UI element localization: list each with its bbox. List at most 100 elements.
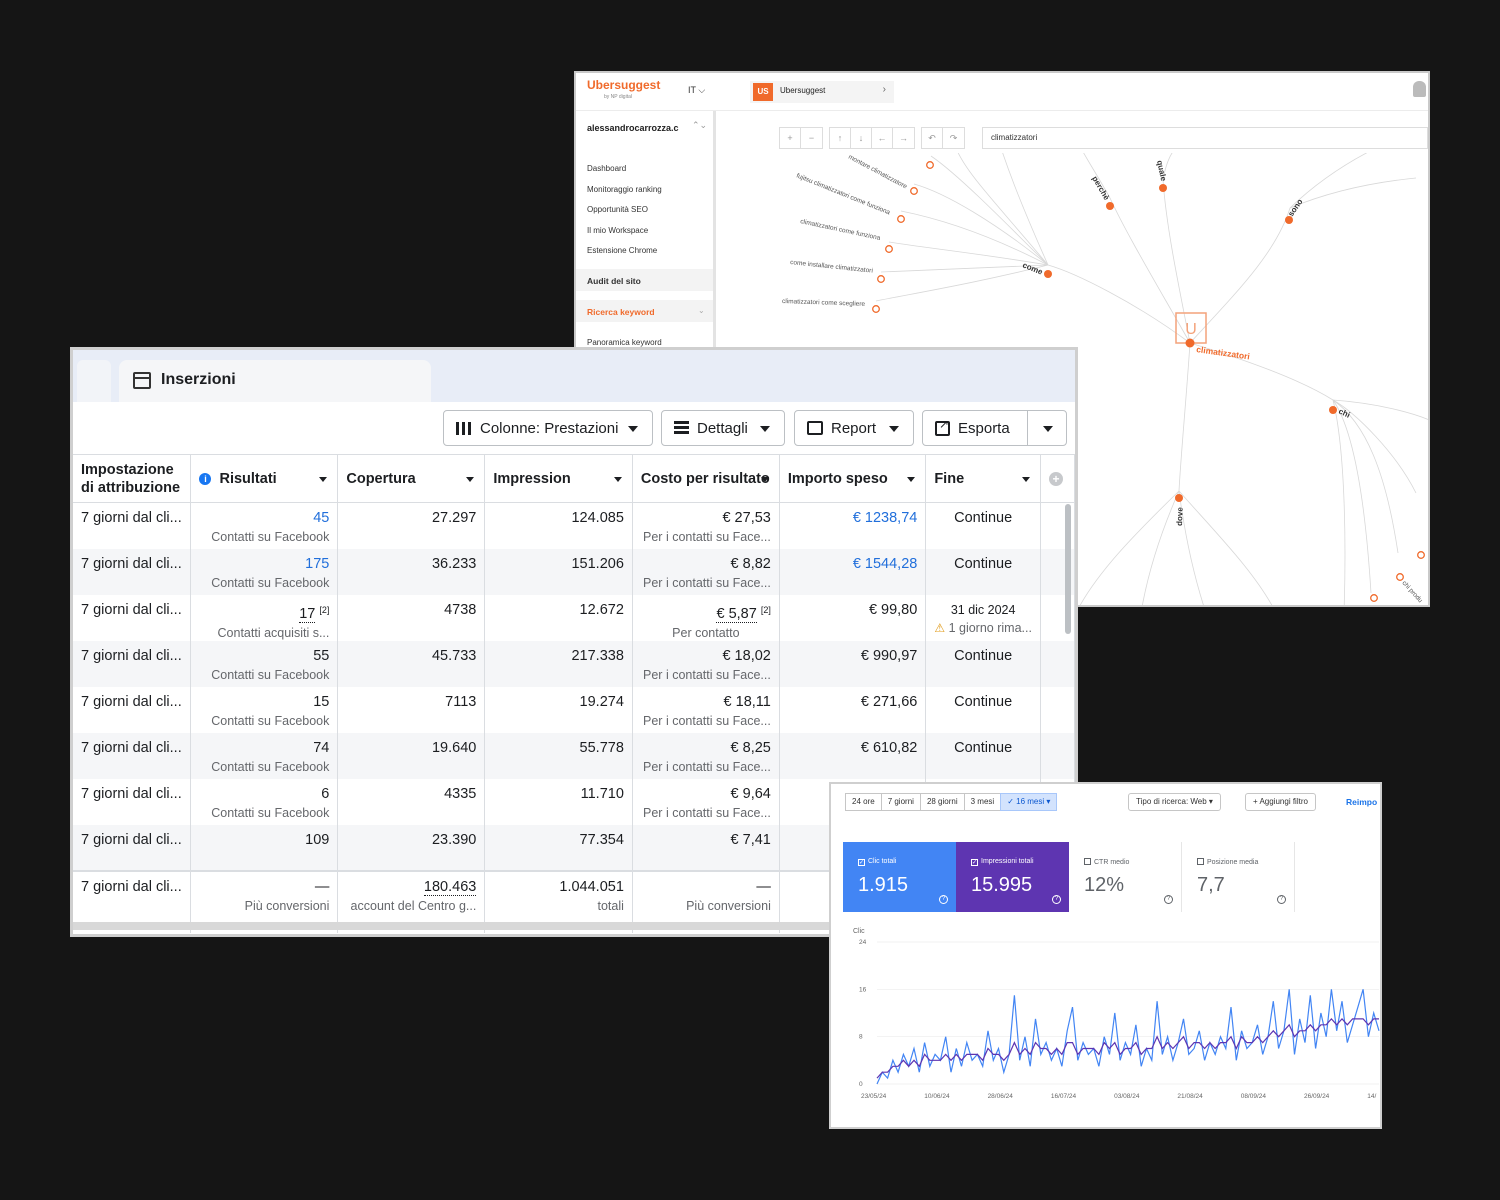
leaf-node[interactable]: [1396, 573, 1404, 581]
nav-audit-sito[interactable]: Audit del sito: [587, 276, 641, 286]
pan-down-button[interactable]: ↓: [851, 128, 872, 148]
bell-icon[interactable]: [1413, 81, 1426, 97]
zoom-out-button[interactable]: −: [808, 133, 815, 143]
table-row[interactable]: 7 giorni dal cli... 17 [2] Contatti acqui…: [73, 594, 1075, 642]
leaf-node[interactable]: [897, 215, 905, 223]
help-icon[interactable]: ?: [939, 895, 948, 904]
metric-card-position[interactable]: Posizione media 7,7 ?: [1182, 842, 1295, 912]
nav-estensione-chrome[interactable]: Estensione Chrome: [587, 246, 658, 255]
vertical-scrollbar[interactable]: [1065, 504, 1071, 634]
search-type-filter[interactable]: Tipo di ricerca: Web ▾: [1128, 793, 1221, 811]
nav-panoramica-keyword[interactable]: Panoramica keyword: [587, 338, 662, 347]
table-row[interactable]: 7 giorni dal cli... 15 Contatti su Facebo…: [73, 687, 1075, 734]
export-button[interactable]: Esporta: [922, 410, 1028, 446]
reset-filters-link[interactable]: Reimpo: [1346, 797, 1378, 807]
tab-inserzioni[interactable]: Inserzioni: [119, 360, 431, 402]
cell-risultati[interactable]: 45: [313, 510, 330, 526]
leaf-node[interactable]: [1417, 551, 1425, 559]
caret-down-icon[interactable]: [760, 477, 769, 482]
range-24h[interactable]: 24 ore: [845, 793, 882, 811]
caret-down-icon[interactable]: [613, 477, 622, 482]
nav-workspace[interactable]: Il mio Workspace: [587, 226, 649, 235]
cell-importo[interactable]: € 1544,28: [852, 555, 918, 572]
leaf-node[interactable]: [872, 305, 880, 313]
checkbox-icon[interactable]: [1197, 858, 1204, 865]
language-selector[interactable]: IT ⌵: [688, 85, 706, 95]
table-row[interactable]: 7 giorni dal cli... 175 Contatti su Faceb…: [73, 548, 1075, 595]
range-7d[interactable]: 7 giorni: [880, 793, 921, 811]
header-risultati[interactable]: i Risultati: [190, 454, 339, 503]
caret-down-icon[interactable]: [466, 477, 475, 482]
cell-costo[interactable]: € 5,87: [716, 606, 757, 624]
checkbox-icon[interactable]: ✓: [858, 859, 865, 866]
range-16m[interactable]: ✓ 16 mesi ▾: [1000, 793, 1058, 811]
leaf-node[interactable]: [877, 275, 885, 283]
add-column-icon[interactable]: +: [1048, 471, 1063, 486]
caret-down-icon[interactable]: [907, 477, 916, 482]
nav-monitoraggio-ranking[interactable]: Monitoraggio ranking: [587, 185, 662, 194]
cell-risultati[interactable]: 175: [305, 555, 330, 572]
table-row[interactable]: 7 giorni dal cli... 74 Contatti su Facebo…: [73, 733, 1075, 780]
branch-node-perche[interactable]: [1106, 202, 1114, 210]
nav-dashboard[interactable]: Dashboard: [587, 164, 627, 173]
project-selector[interactable]: US Ubersuggest ›: [750, 81, 894, 103]
header-costo-risultato[interactable]: Costo per risultato: [632, 454, 780, 503]
caret-down-icon[interactable]: [1021, 477, 1030, 482]
nav-ricerca-keyword[interactable]: Ricerca keyword: [587, 307, 655, 317]
header-importo-speso[interactable]: Importo speso: [779, 454, 927, 503]
chevron-down-icon[interactable]: ⌄: [698, 306, 705, 315]
table-row[interactable]: 7 giorni dal cli... 45 Contatti su Facebo…: [73, 502, 1075, 549]
details-button[interactable]: Dettagli: [661, 410, 785, 446]
leaf-node[interactable]: [910, 187, 918, 195]
branch-node-chi[interactable]: [1329, 406, 1337, 414]
export-dropdown-button[interactable]: [1027, 410, 1067, 446]
nav-opportunita-seo[interactable]: Opportunità SEO: [587, 205, 648, 214]
columns-button[interactable]: Colonne: Prestazioni: [443, 410, 653, 446]
report-button[interactable]: Report: [794, 410, 914, 446]
leaf-node[interactable]: [926, 161, 934, 169]
chevron-updown-icon[interactable]: ⌃⌄: [692, 120, 708, 130]
branch-node-come[interactable]: [1044, 270, 1052, 278]
range-3m[interactable]: 3 mesi: [963, 793, 1002, 811]
pan-left-button[interactable]: ←: [872, 128, 893, 148]
info-icon[interactable]: i: [199, 472, 212, 485]
account-name[interactable]: alessandrocarrozza.c: [587, 123, 679, 133]
help-icon[interactable]: ?: [1052, 895, 1061, 904]
pan-right-button[interactable]: →: [899, 133, 908, 143]
redo-button[interactable]: ↷: [949, 133, 958, 143]
checkbox-icon[interactable]: ✓: [971, 859, 978, 866]
ubersuggest-logo[interactable]: Ubersuggest: [587, 78, 661, 92]
performance-chart[interactable]: Clic 24 16 8 0 23/05/24 10/06/24 28/06/24 16/0…: [845, 924, 1381, 1104]
tab-collapsed[interactable]: [77, 360, 111, 402]
branch-node-quale[interactable]: [1159, 184, 1167, 192]
undo-button[interactable]: ↶: [922, 128, 943, 148]
help-icon[interactable]: ?: [1277, 895, 1286, 904]
branch-node-dove[interactable]: [1175, 494, 1183, 502]
checkbox-icon[interactable]: [1084, 858, 1091, 865]
table-row[interactable]: 7 giorni dal cli... 55 Contatti su Facebo…: [73, 641, 1075, 688]
range-28d[interactable]: 28 giorni: [919, 793, 965, 811]
leaf-node[interactable]: [1370, 594, 1378, 602]
leaf-node[interactable]: [885, 245, 893, 253]
header-fine[interactable]: Fine: [925, 454, 1041, 503]
pan-up-button[interactable]: ↑: [830, 128, 851, 148]
metric-card-clicks[interactable]: ✓ Clic totali 1.915 ?: [843, 842, 956, 912]
header-impression[interactable]: Impression: [484, 454, 633, 503]
caret-down-icon[interactable]: [319, 477, 328, 482]
zoom-in-button[interactable]: +: [780, 128, 801, 148]
center-node[interactable]: [1185, 338, 1195, 348]
header-copertura[interactable]: Copertura: [337, 454, 486, 503]
keyword-search-input[interactable]: climatizzatori: [982, 127, 1428, 149]
add-filter-button[interactable]: + Aggiungi filtro: [1245, 793, 1316, 811]
metric-card-ctr[interactable]: CTR medio 12% ?: [1069, 842, 1182, 912]
horizontal-scrollbar[interactable]: [73, 922, 1075, 930]
cell-importo[interactable]: € 1238,74: [852, 510, 918, 526]
header-attribuzione[interactable]: Impostazione di attribuzione: [73, 454, 192, 503]
table-row[interactable]: 7 giorni dal cli... 109 23.390 77.354 € …: [73, 825, 1075, 872]
branch-node-sono[interactable]: [1285, 216, 1293, 224]
metric-card-impressions[interactable]: ✓ Impressioni totali 15.995 ?: [956, 842, 1069, 912]
total-copertura[interactable]: 180.463: [423, 879, 477, 897]
help-icon[interactable]: ?: [1164, 895, 1173, 904]
impressions-series-line[interactable]: [876, 1017, 1379, 1079]
keyword-mind-map[interactable]: U climatizzatori come perchè quale sono …: [716, 153, 1430, 607]
